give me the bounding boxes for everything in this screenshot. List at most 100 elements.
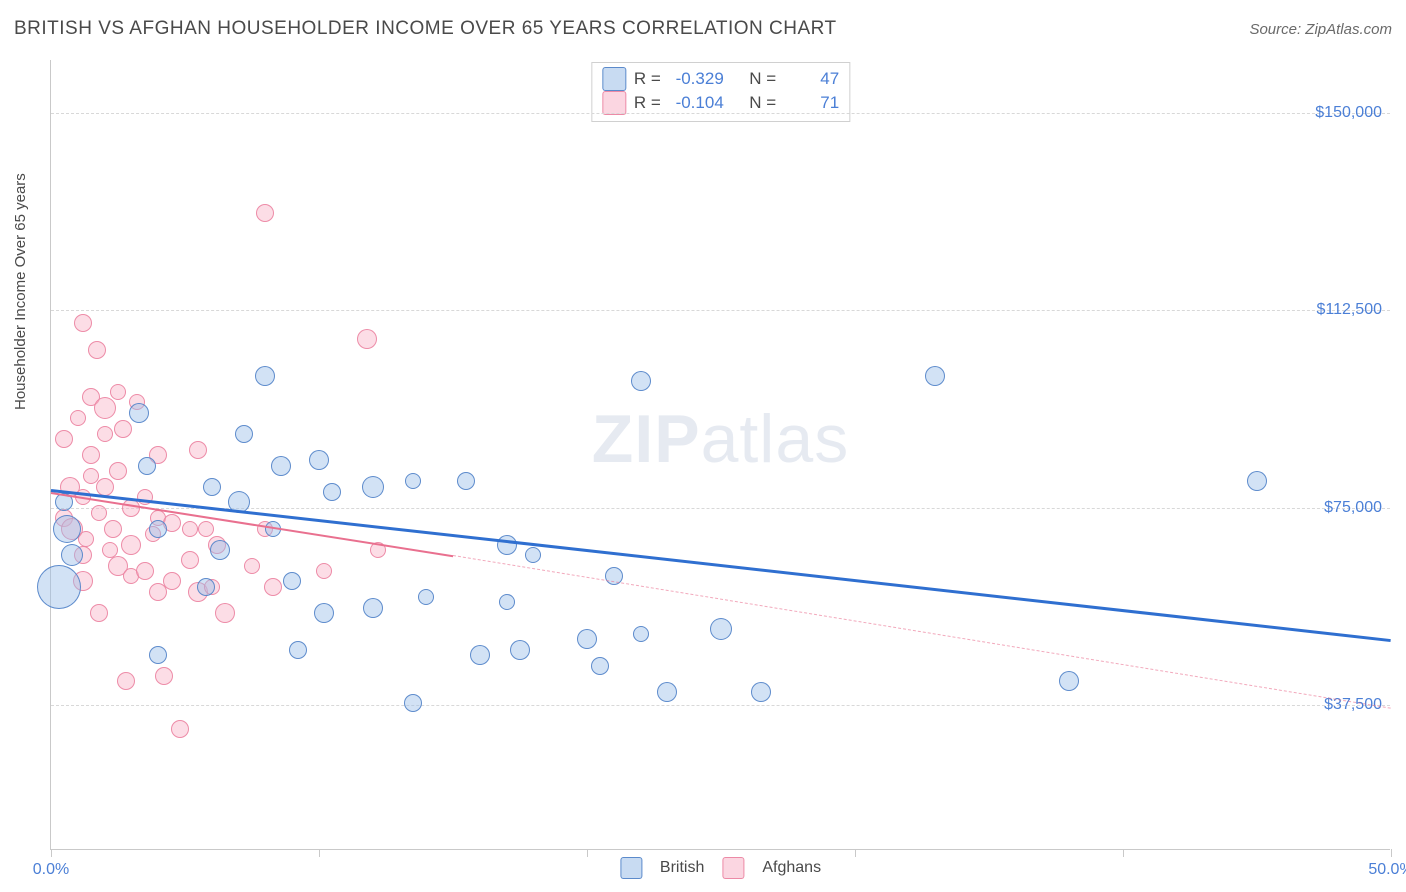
swatch-pink-icon bbox=[602, 91, 626, 115]
data-point bbox=[314, 603, 334, 623]
data-point bbox=[631, 371, 651, 391]
legend-label-afghans: Afghans bbox=[762, 859, 821, 877]
y-tick-label: $112,500 bbox=[1316, 301, 1382, 319]
data-point bbox=[418, 589, 434, 605]
data-point bbox=[136, 562, 154, 580]
data-point bbox=[97, 426, 113, 442]
y-axis-title: Householder Income Over 65 years bbox=[12, 173, 29, 410]
data-point bbox=[271, 456, 291, 476]
data-point bbox=[255, 366, 275, 386]
data-point bbox=[470, 645, 490, 665]
data-point bbox=[163, 572, 181, 590]
stat-n-value: 47 bbox=[784, 69, 839, 89]
data-point bbox=[94, 397, 116, 419]
data-point bbox=[235, 425, 253, 443]
stat-n-value: 71 bbox=[784, 93, 839, 113]
data-point bbox=[149, 520, 167, 538]
data-point bbox=[283, 572, 301, 590]
data-point bbox=[90, 604, 108, 622]
data-point bbox=[210, 540, 230, 560]
data-point bbox=[525, 547, 541, 563]
source-label: Source: ZipAtlas.com bbox=[1249, 21, 1392, 38]
data-point bbox=[751, 682, 771, 702]
stat-n-label: N = bbox=[749, 93, 776, 113]
x-tick-label: 0.0% bbox=[33, 861, 69, 879]
data-point bbox=[114, 420, 132, 438]
data-point bbox=[53, 515, 81, 543]
data-point bbox=[198, 521, 214, 537]
data-point bbox=[82, 446, 100, 464]
data-point bbox=[497, 535, 517, 555]
data-point bbox=[925, 366, 945, 386]
data-point bbox=[197, 578, 215, 596]
data-point bbox=[88, 341, 106, 359]
stats-row-british: R = -0.329 N = 47 bbox=[602, 67, 839, 91]
data-point bbox=[78, 531, 94, 547]
data-point bbox=[362, 476, 384, 498]
data-point bbox=[155, 667, 173, 685]
gridline bbox=[51, 508, 1390, 509]
legend-label-british: British bbox=[660, 859, 704, 877]
data-point bbox=[633, 626, 649, 642]
watermark-bold: ZIP bbox=[592, 401, 701, 477]
data-point bbox=[96, 478, 114, 496]
data-point bbox=[61, 544, 83, 566]
data-point bbox=[405, 473, 421, 489]
data-point bbox=[91, 505, 107, 521]
watermark: ZIPatlas bbox=[592, 400, 849, 478]
data-point bbox=[121, 535, 141, 555]
data-point bbox=[110, 384, 126, 400]
stat-r-value: -0.329 bbox=[669, 69, 724, 89]
data-point bbox=[117, 672, 135, 690]
x-tick-label: 50.0% bbox=[1368, 861, 1406, 879]
data-point bbox=[203, 478, 221, 496]
data-point bbox=[244, 558, 260, 574]
stats-row-afghans: R = -0.104 N = 71 bbox=[602, 91, 839, 115]
data-point bbox=[577, 629, 597, 649]
data-point bbox=[138, 457, 156, 475]
data-point bbox=[149, 646, 167, 664]
stat-n-label: N = bbox=[749, 69, 776, 89]
data-point bbox=[657, 682, 677, 702]
legend: British Afghans bbox=[620, 857, 821, 879]
stat-r-label: R = bbox=[634, 69, 661, 89]
data-point bbox=[215, 603, 235, 623]
data-point bbox=[109, 462, 127, 480]
x-tick bbox=[51, 849, 52, 857]
data-point bbox=[70, 410, 86, 426]
watermark-rest: atlas bbox=[701, 401, 850, 477]
x-tick bbox=[1391, 849, 1392, 857]
data-point bbox=[104, 520, 122, 538]
gridline bbox=[51, 113, 1390, 114]
data-point bbox=[289, 641, 307, 659]
data-point bbox=[1059, 671, 1079, 691]
gridline bbox=[51, 705, 1390, 706]
chart-title: BRITISH VS AFGHAN HOUSEHOLDER INCOME OVE… bbox=[14, 18, 837, 40]
data-point bbox=[710, 618, 732, 640]
data-point bbox=[74, 314, 92, 332]
scatter-plot: ZIPatlas R = -0.329 N = 47 R = -0.104 N … bbox=[50, 60, 1390, 850]
data-point bbox=[256, 204, 274, 222]
stat-r-label: R = bbox=[634, 93, 661, 113]
y-tick-label: $150,000 bbox=[1315, 104, 1382, 122]
data-point bbox=[37, 565, 81, 609]
title-bar: BRITISH VS AFGHAN HOUSEHOLDER INCOME OVE… bbox=[14, 18, 1392, 40]
data-point bbox=[363, 598, 383, 618]
data-point bbox=[316, 563, 332, 579]
data-point bbox=[189, 441, 207, 459]
data-point bbox=[357, 329, 377, 349]
data-point bbox=[309, 450, 329, 470]
data-point bbox=[55, 430, 73, 448]
swatch-blue-icon bbox=[602, 67, 626, 91]
data-point bbox=[182, 521, 198, 537]
data-point bbox=[1247, 471, 1267, 491]
data-point bbox=[323, 483, 341, 501]
stat-r-value: -0.104 bbox=[669, 93, 724, 113]
data-point bbox=[510, 640, 530, 660]
legend-swatch-pink-icon bbox=[722, 857, 744, 879]
data-point bbox=[591, 657, 609, 675]
x-tick bbox=[855, 849, 856, 857]
x-tick bbox=[1123, 849, 1124, 857]
gridline bbox=[51, 310, 1390, 311]
y-tick-label: $75,000 bbox=[1324, 499, 1382, 517]
